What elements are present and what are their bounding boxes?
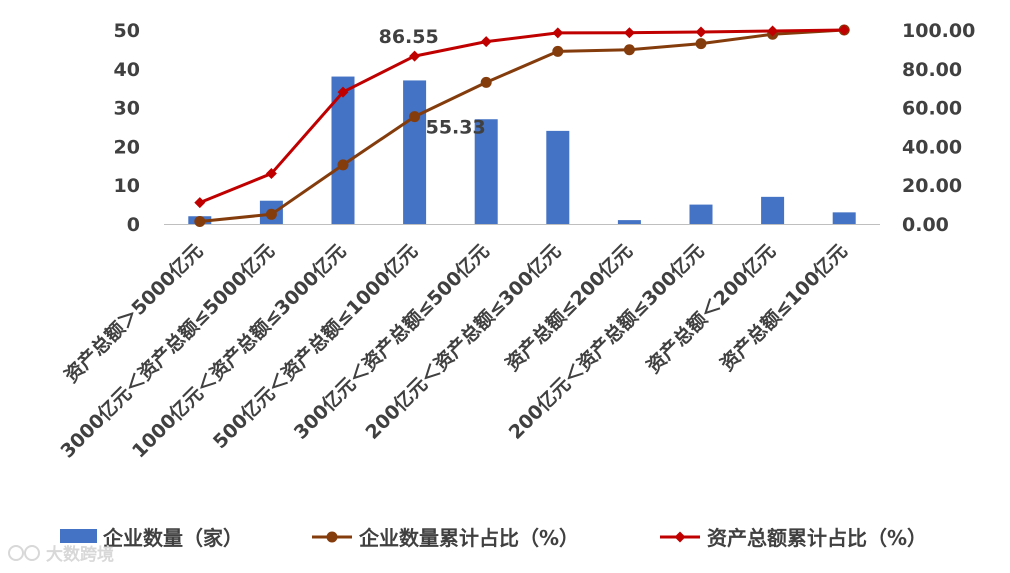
bar	[546, 130, 570, 224]
bar	[617, 220, 641, 224]
data-label: 86.55	[379, 26, 439, 48]
data-label: 55.33	[426, 117, 486, 139]
circle-marker	[623, 44, 635, 56]
bar	[403, 80, 427, 224]
diamond-marker	[409, 50, 421, 62]
y-right-tick-label: 60.00	[902, 98, 962, 120]
circle-marker	[326, 531, 338, 543]
circle-marker	[695, 38, 707, 50]
diamond-marker	[265, 168, 277, 180]
y-right-tick-label: 80.00	[902, 59, 962, 81]
legend-label: 资产总额累计占比（%）	[707, 526, 927, 550]
bar	[689, 204, 713, 224]
circle-marker	[194, 215, 206, 227]
y-left-tick-label: 20	[114, 136, 140, 158]
diamond-marker	[552, 27, 564, 39]
series-line	[199, 28, 845, 205]
y-right-tick-label: 100.00	[902, 20, 975, 42]
legend-label: 企业数量累计占比（%）	[358, 526, 579, 550]
x-tick-label: 资产总额≤200亿元	[501, 239, 637, 375]
watermark: 大数跨境	[8, 544, 114, 565]
legend-label: 企业数量（家）	[102, 526, 243, 550]
y-left-tick-label: 10	[114, 175, 140, 197]
bar-series	[188, 76, 856, 224]
diamond-marker	[695, 26, 707, 38]
watermark-logo-icon	[8, 545, 24, 561]
y-left-tick-label: 30	[114, 98, 140, 120]
diamond-marker	[194, 197, 206, 209]
diamond-marker	[767, 25, 779, 37]
x-tick-label: 资产总额＞5000亿元	[60, 239, 208, 387]
axes: 0 10 20 30 40 50 0.00 20.00 40.00 60.00 80.00 100.0…	[56, 20, 976, 462]
y-right-tick-label: 40.00	[902, 136, 962, 158]
circle-marker	[409, 111, 421, 123]
circle-marker	[337, 159, 349, 171]
bar	[761, 196, 785, 224]
circle-marker	[265, 208, 277, 220]
legend-swatch-bar	[60, 529, 97, 543]
bar	[331, 76, 355, 224]
bar	[832, 212, 856, 224]
diamond-marker	[623, 27, 635, 39]
diamond-marker	[674, 531, 686, 543]
watermark-logo-icon	[24, 545, 40, 561]
data-labels: 86.55 55.33	[379, 26, 486, 139]
watermark-text: 大数跨境	[46, 544, 114, 565]
y-right-tick-label: 0.00	[902, 214, 949, 236]
y-left-tick-label: 40	[114, 59, 140, 81]
legend: 企业数量（家） 企业数量累计占比（%） 资产总额累计占比（%）	[60, 526, 927, 550]
y-right-tick-label: 20.00	[902, 175, 962, 197]
x-tick-label: 资产总额≤100亿元	[716, 239, 852, 375]
y-left-tick-label: 0	[127, 214, 140, 236]
diamond-marker	[838, 24, 850, 36]
line-series	[194, 24, 850, 227]
y-left-tick-label: 50	[114, 20, 140, 42]
diamond-marker	[337, 86, 349, 98]
bar	[474, 119, 498, 224]
circle-marker	[480, 76, 492, 88]
diamond-marker	[480, 36, 492, 48]
x-tick-label: 资产总额＜200亿元	[642, 239, 780, 377]
circle-marker	[552, 45, 564, 57]
series-line	[199, 28, 845, 223]
